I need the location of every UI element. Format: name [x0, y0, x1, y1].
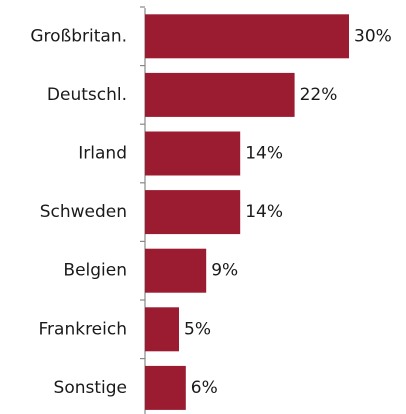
value-label: 9%: [211, 261, 238, 281]
value-label: 14%: [245, 144, 283, 164]
category-label: Deutschl.: [47, 85, 127, 105]
value-label: 22%: [300, 85, 338, 105]
bar: [145, 190, 241, 235]
bar: [145, 131, 241, 176]
value-label: 30%: [354, 26, 392, 46]
category-label: Belgien: [63, 261, 127, 281]
bar: [145, 365, 186, 410]
category-label: Großbritan.: [30, 26, 127, 46]
bar: [145, 14, 349, 59]
category-label: Irland: [78, 144, 127, 164]
bar: [145, 248, 207, 293]
bar: [145, 72, 295, 117]
category-label: Schweden: [40, 202, 127, 222]
category-label: Sonstige: [54, 378, 127, 398]
bar: [145, 307, 179, 352]
value-label: 14%: [245, 202, 283, 222]
value-label: 6%: [191, 378, 218, 398]
category-label: Frankreich: [39, 319, 128, 339]
value-label: 5%: [184, 319, 211, 339]
